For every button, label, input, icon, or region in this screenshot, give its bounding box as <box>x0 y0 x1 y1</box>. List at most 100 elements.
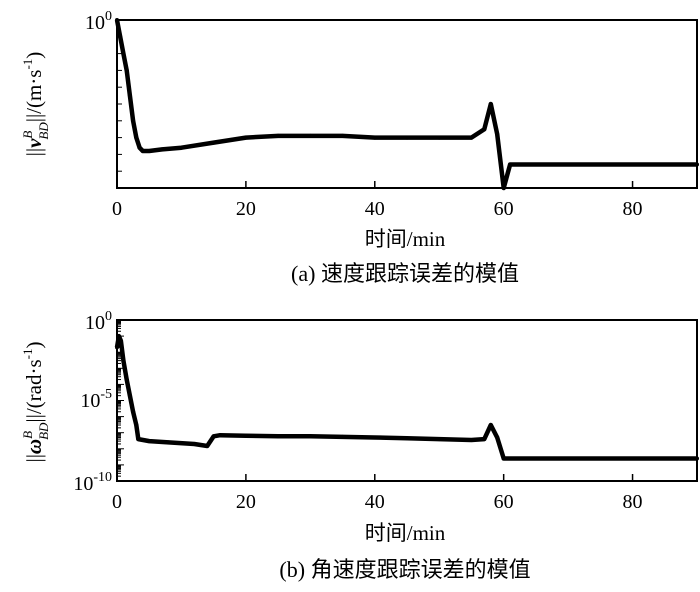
chart-b-ylabel: ||ωBBD||/(rad·s-1) <box>20 342 51 463</box>
chart-a-ytick-top: 100 <box>85 9 112 34</box>
chart-a-xtick-label: 80 <box>623 198 643 220</box>
chart-a-ytick-top-base: 10 <box>85 12 105 34</box>
chart-b-ylabel-unit: ||/(rad·s <box>22 359 46 422</box>
chart-b-data-point <box>218 433 223 438</box>
chart-b-data-point <box>508 456 513 461</box>
chart-b-data-point <box>243 433 248 438</box>
chart-a-data-point <box>308 133 313 138</box>
chart-a-data-point <box>127 93 132 98</box>
chart-a-data-point <box>482 127 487 132</box>
chart-a-ylabel-unit-exp: -1 <box>20 59 35 70</box>
chart-a-data-point <box>124 68 129 73</box>
chart-a-caption: (a) 速度跟踪误差的模值 <box>291 261 519 286</box>
chart-a-ylabel-unit: ||/(m·s <box>22 70 46 123</box>
chart-a-xtick-label: 60 <box>494 198 514 220</box>
chart-b-data-point <box>340 434 345 439</box>
chart-b-data-point <box>124 377 129 382</box>
chart-b-ylabel-symbol: ω <box>22 439 46 454</box>
chart-b-data-point <box>136 437 141 442</box>
chart-b-ytick-0-exp: 0 <box>105 309 112 324</box>
chart-b-data-point <box>308 434 313 439</box>
chart-a-data-point <box>243 135 248 140</box>
chart-b-ytick-0-base: 10 <box>85 312 105 334</box>
chart-b-data-point <box>372 435 377 440</box>
chart-b-ylabel-unit-exp: -1 <box>20 349 35 360</box>
chart-b-ytick-label: 10-10 <box>73 470 112 495</box>
chart-b-data-point <box>469 438 474 442</box>
chart-b-ylabel-sup: B <box>20 431 35 439</box>
chart-b-data-point <box>630 456 635 461</box>
chart-b-ytick-label: 100 <box>85 309 112 334</box>
chart-b-xtick-label: 60 <box>494 491 514 513</box>
chart-a-data-point <box>405 135 409 140</box>
chart-b-xtick-label: 20 <box>236 491 256 513</box>
chart-b-data-point <box>501 456 506 461</box>
chart-a-data-point <box>140 149 145 153</box>
chart-b-data-point <box>437 437 442 442</box>
chart-b-data-point <box>482 437 487 442</box>
chart-a-series-layer <box>114 18 699 191</box>
chart-a-ylabel-sup: B <box>20 131 35 139</box>
chart-a-ylabel-close: ) <box>22 52 46 59</box>
chart-b-xtick-label: 80 <box>623 491 643 513</box>
chart-b-data-point <box>495 435 500 440</box>
chart-a-data-point <box>508 162 513 167</box>
chart-a-data-point <box>495 132 500 137</box>
chart-a-data-point <box>121 51 126 56</box>
chart-b-ytick-1-exp: -5 <box>100 387 112 402</box>
chart-b-data-point <box>127 393 132 398</box>
chart-b-data-point <box>488 423 493 427</box>
chart-b-data-point <box>192 442 197 446</box>
chart-a-data-point <box>179 145 184 150</box>
chart-b-data-point <box>166 440 171 445</box>
chart-a-tick-marks <box>116 36 634 188</box>
chart-a-data-point <box>137 145 142 150</box>
chart-b-ylabel-norm-open: || <box>22 454 46 462</box>
chart-b-data-point <box>276 434 281 439</box>
chart-a-data-point <box>131 118 136 123</box>
chart-a-data-point <box>469 135 474 140</box>
chart-a-data-point <box>160 147 165 152</box>
chart-b: 100 10-5 10-10 0 20 40 60 80 时间/min (b) … <box>20 309 699 582</box>
chart-a-xtick-label: 40 <box>365 198 385 220</box>
chart-a-series-line <box>114 19 697 191</box>
chart-a-data-point <box>437 135 442 140</box>
chart-a-data-point <box>488 102 493 106</box>
chart-a-data-point <box>340 133 345 138</box>
chart-b-data-point <box>211 434 216 439</box>
chart-a-xtick-label: 0 <box>112 198 122 220</box>
chart-a-data-point <box>147 149 152 153</box>
chart-a-data-point <box>630 162 635 167</box>
chart-b-caption: (b) 角速度跟踪误差的模值 <box>279 557 530 582</box>
chart-b-xtick-labels: 0 20 40 60 80 <box>112 491 643 513</box>
chart-a-xlabel: 时间/min <box>365 227 446 251</box>
chart-b-data-point <box>121 358 126 363</box>
chart-b-xlabel: 时间/min <box>365 521 446 545</box>
chart-a-ylabel: ||vBBD||/(m·s-1) <box>20 52 51 157</box>
chart-a-data-point <box>211 140 216 145</box>
chart-b-series-layer <box>114 333 699 461</box>
chart-a-data-point <box>134 135 139 140</box>
chart-b-data-point <box>566 456 571 461</box>
chart-a-ylabel-symbol: v <box>22 138 46 148</box>
chart-a-data-point <box>566 162 571 167</box>
chart-b-data-point <box>134 423 139 427</box>
chart-a-xtick-label: 20 <box>236 198 256 220</box>
chart-a-xtick-labels: 0 20 40 60 80 <box>112 198 643 220</box>
chart-b-data-point <box>405 436 409 441</box>
chart-b-xtick-label: 0 <box>112 491 122 513</box>
chart-a-data-point <box>372 135 377 140</box>
chart-a-data-point <box>276 133 281 138</box>
chart-b-ytick-2-exp: -10 <box>93 470 112 485</box>
chart-b-data-point <box>131 409 136 414</box>
chart-b-data-point <box>147 439 152 444</box>
chart-a-ylabel-sub: BD <box>36 122 51 140</box>
chart-b-ylabel-sub: BD <box>36 422 51 440</box>
chart-b-ytick-2-base: 10 <box>73 473 93 495</box>
chart-b-data-point <box>205 444 210 448</box>
chart-a: 100 0 20 40 60 80 时间/min (a) 速度跟踪误差的模值 |… <box>20 9 699 286</box>
chart-b-tick-marks <box>116 320 634 482</box>
chart-b-ytick-1-base: 10 <box>80 390 100 412</box>
chart-b-xtick-label: 40 <box>365 491 385 513</box>
